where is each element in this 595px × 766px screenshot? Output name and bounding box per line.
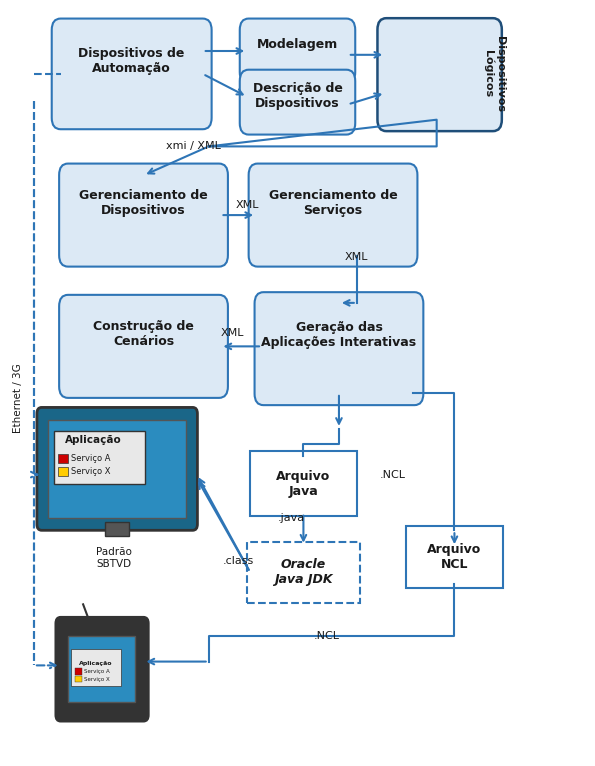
Bar — [58, 467, 68, 476]
Text: Dispositivos de
Automação: Dispositivos de Automação — [79, 47, 185, 75]
FancyBboxPatch shape — [48, 420, 186, 518]
Text: Construção de
Cenários: Construção de Cenários — [93, 320, 194, 349]
FancyBboxPatch shape — [240, 18, 355, 83]
Text: Arquivo
NCL: Arquivo NCL — [427, 543, 481, 571]
Text: Dispositivos
Lógicos: Dispositivos Lógicos — [483, 36, 505, 112]
Text: Aplicação: Aplicação — [79, 660, 113, 666]
Text: XML: XML — [236, 200, 259, 210]
Text: Gerenciamento de
Dispositivos: Gerenciamento de Dispositivos — [79, 189, 208, 217]
Text: Aplicação: Aplicação — [65, 435, 121, 445]
Text: XML: XML — [345, 252, 368, 262]
Text: Gerenciamento de
Serviços: Gerenciamento de Serviços — [269, 189, 397, 217]
Bar — [105, 522, 129, 535]
FancyBboxPatch shape — [59, 295, 228, 398]
Text: xmi / XML: xmi / XML — [167, 142, 221, 152]
FancyBboxPatch shape — [68, 637, 135, 702]
FancyBboxPatch shape — [52, 18, 212, 129]
Text: Serviço A: Serviço A — [71, 454, 111, 463]
Text: Serviço A: Serviço A — [84, 669, 109, 674]
FancyBboxPatch shape — [56, 617, 148, 721]
FancyBboxPatch shape — [377, 18, 502, 131]
FancyBboxPatch shape — [250, 451, 357, 516]
FancyBboxPatch shape — [59, 164, 228, 267]
Text: .NCL: .NCL — [314, 631, 340, 641]
Bar — [75, 676, 82, 683]
FancyBboxPatch shape — [71, 649, 121, 686]
FancyBboxPatch shape — [406, 526, 503, 588]
Bar — [75, 669, 82, 675]
Text: .java: .java — [278, 513, 305, 523]
Text: Serviço X: Serviço X — [71, 467, 111, 476]
FancyBboxPatch shape — [37, 408, 198, 530]
Text: XML: XML — [221, 329, 244, 339]
Text: Descrição de
Dispositivos: Descrição de Dispositivos — [252, 82, 343, 110]
Bar — [58, 454, 68, 463]
FancyBboxPatch shape — [255, 292, 424, 405]
Text: Geração das
Aplicações Interativas: Geração das Aplicações Interativas — [261, 321, 416, 349]
Text: Oracle
Java JDK: Oracle Java JDK — [274, 558, 333, 586]
Text: Modelagem: Modelagem — [257, 38, 338, 51]
FancyBboxPatch shape — [249, 164, 418, 267]
Text: .NCL: .NCL — [379, 470, 405, 480]
Text: Padrão
SBTVD: Padrão SBTVD — [96, 547, 132, 568]
Text: .class: .class — [223, 556, 254, 566]
FancyBboxPatch shape — [240, 70, 355, 135]
Text: Ethernet / 3G: Ethernet / 3G — [13, 363, 23, 433]
FancyBboxPatch shape — [247, 542, 360, 603]
Text: Arquivo
Java: Arquivo Java — [276, 470, 331, 498]
FancyBboxPatch shape — [54, 431, 145, 484]
Text: Serviço X: Serviço X — [84, 676, 109, 682]
